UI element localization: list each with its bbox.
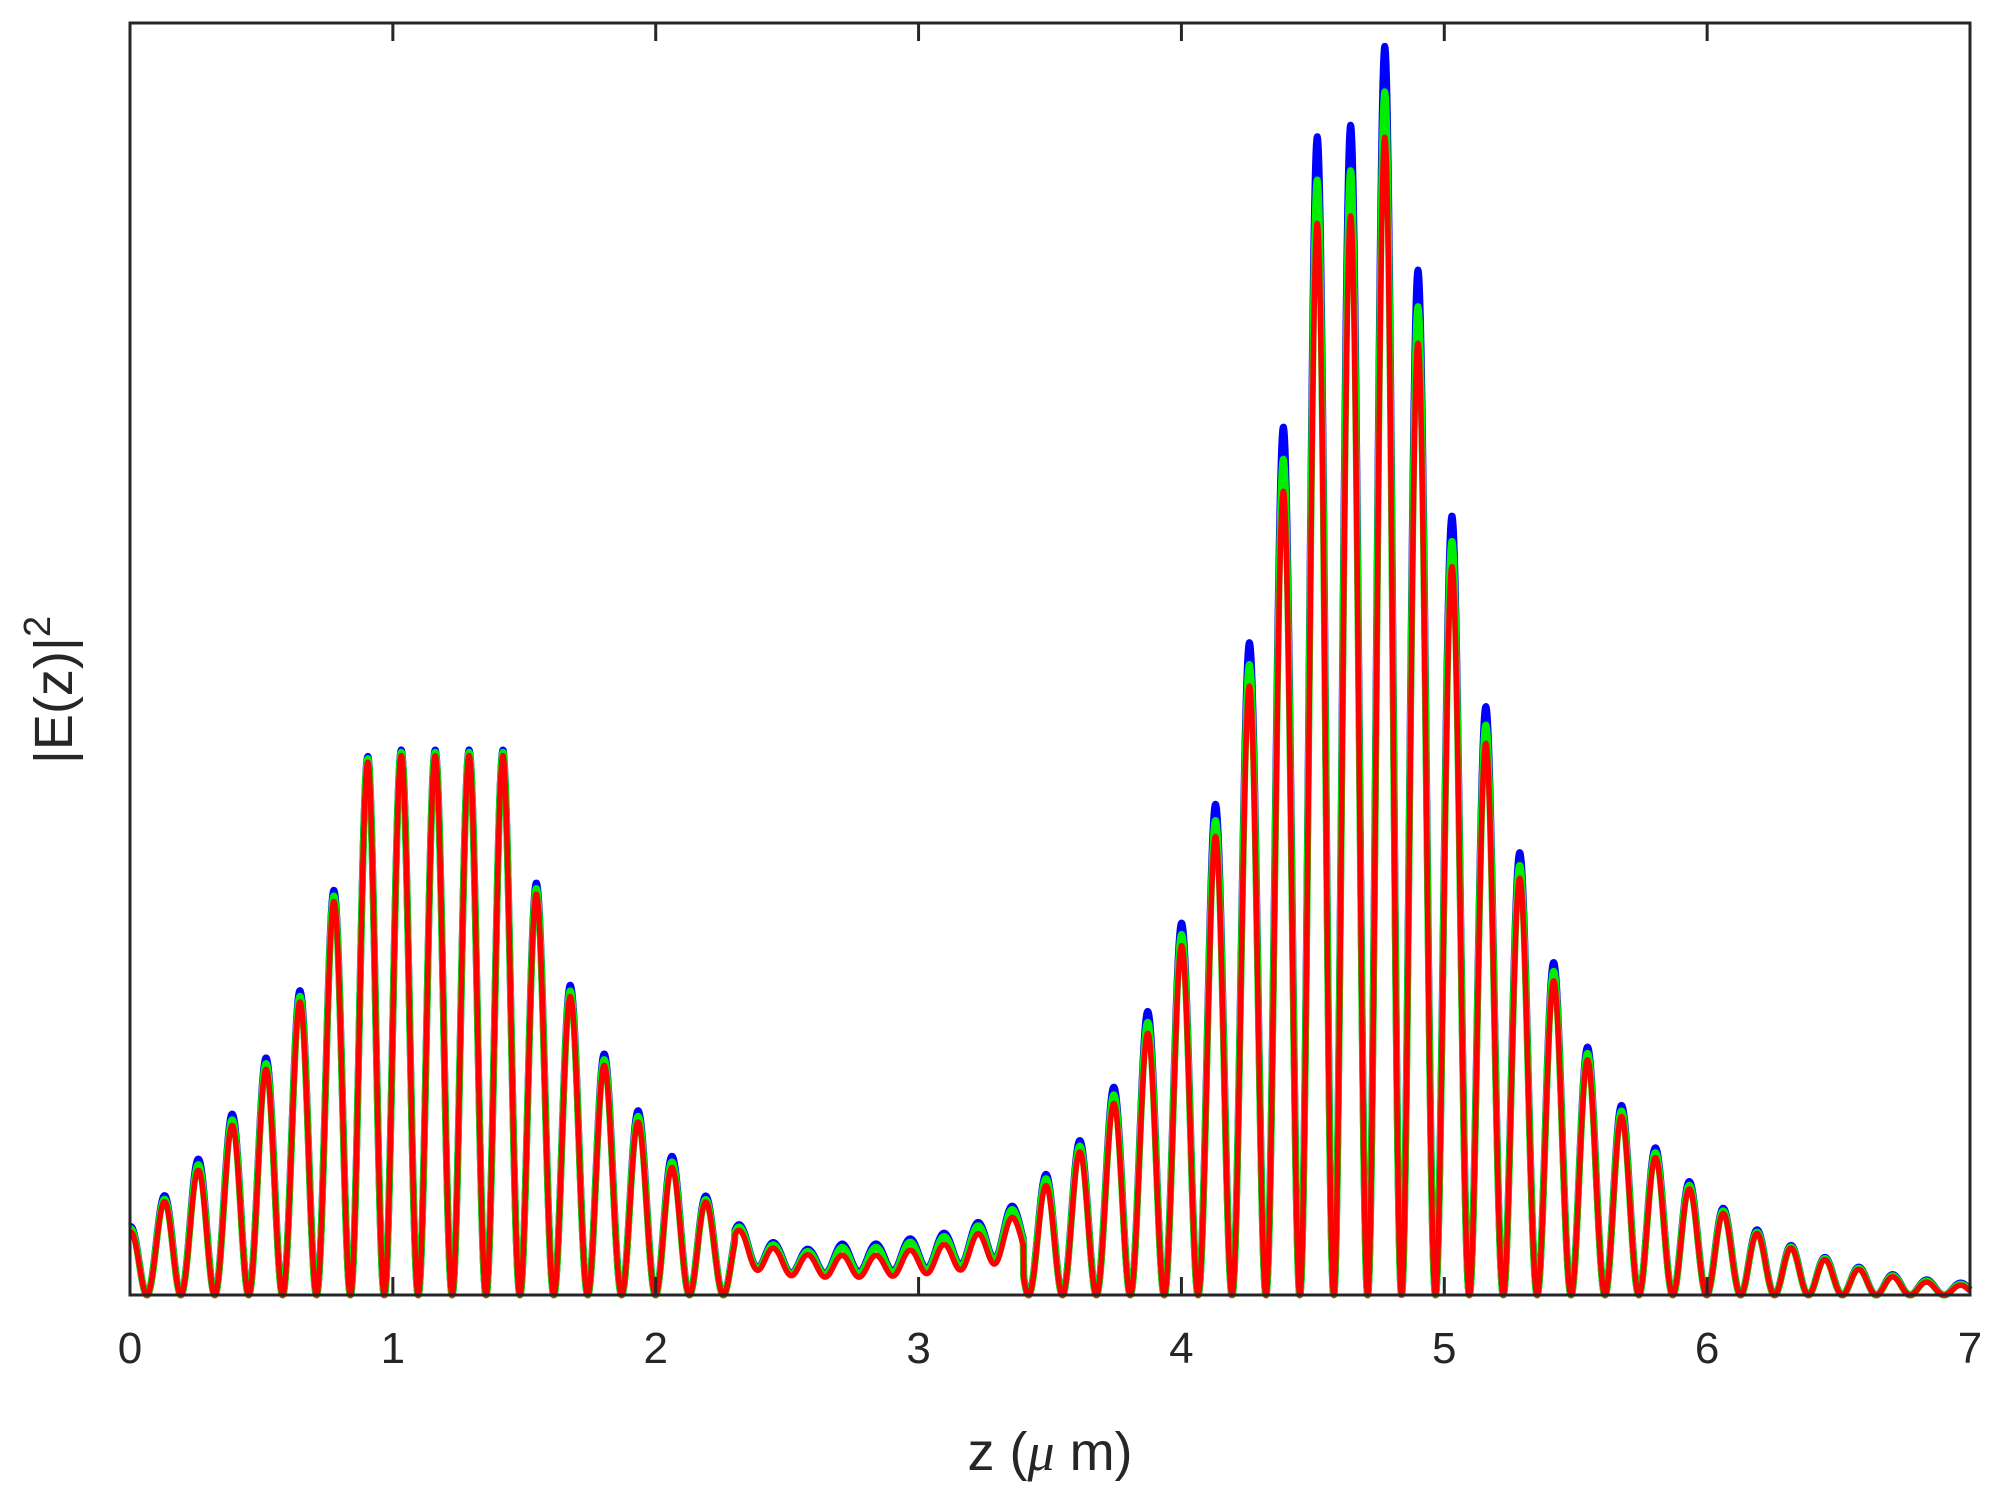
x-tick-label: 7 <box>1958 1324 1982 1373</box>
tick-layer: 0 1 2 3 4 5 6 7 <box>118 23 1982 1373</box>
x-tick-label: 5 <box>1432 1324 1456 1373</box>
x-axis-label: z (μ m) <box>967 1422 1132 1482</box>
x-tick-label: 3 <box>906 1324 930 1373</box>
plot-frame <box>128 21 1972 1297</box>
x-tick-label: 2 <box>643 1324 667 1373</box>
series-layer <box>126 42 1974 1299</box>
x-tick-label: 4 <box>1169 1324 1193 1373</box>
plot-area-background <box>130 23 1970 1295</box>
series-red-line <box>127 134 1973 1298</box>
x-tick-label: 6 <box>1695 1324 1719 1373</box>
x-tick-label: 1 <box>381 1324 405 1373</box>
x-tick-label: 0 <box>118 1324 142 1373</box>
y-axis-label: |E(z)|2 <box>17 616 84 764</box>
